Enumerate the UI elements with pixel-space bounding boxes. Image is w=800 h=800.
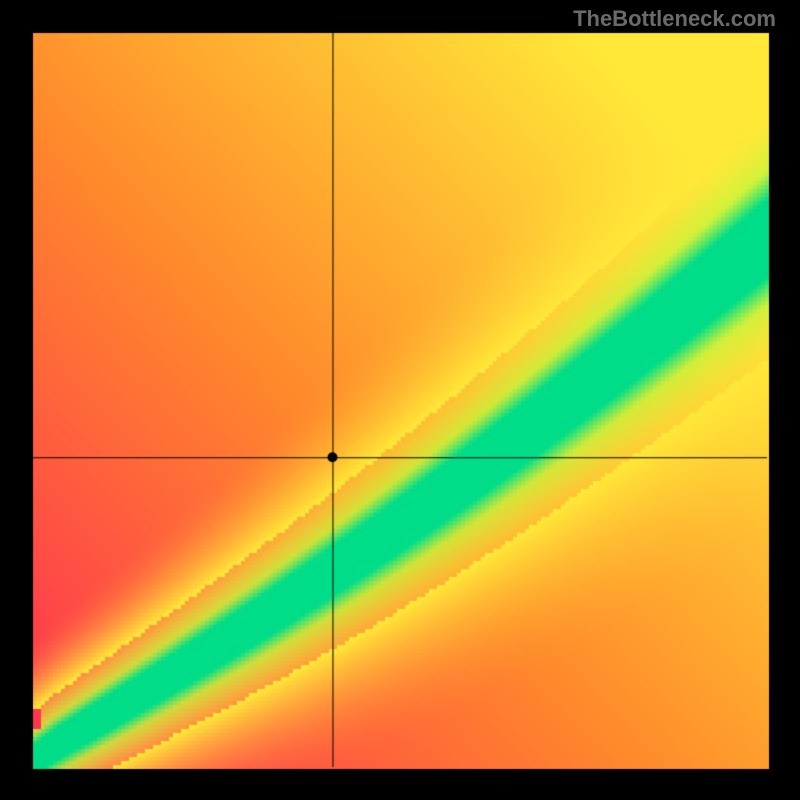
- watermark-text: TheBottleneck.com: [573, 6, 776, 32]
- chart-container: TheBottleneck.com: [0, 0, 800, 800]
- heatmap-canvas: [0, 0, 800, 800]
